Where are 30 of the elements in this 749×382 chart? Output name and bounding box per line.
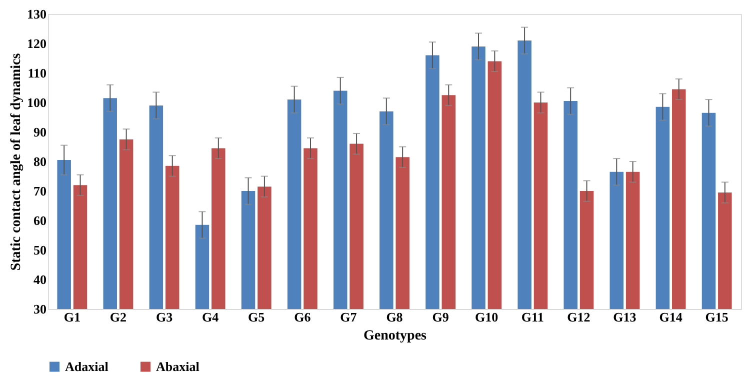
- x-tick-label: G15: [705, 310, 729, 324]
- x-tick-label: G6: [294, 310, 312, 324]
- y-tick-label: 40: [34, 272, 46, 287]
- y-axis-title: Static contact angle of leaf dynamics: [9, 52, 24, 271]
- x-tick-label: G5: [248, 310, 266, 324]
- x-tick-label: G10: [475, 310, 498, 324]
- x-tick-label: G11: [521, 310, 544, 324]
- y-tick-label: 120: [27, 36, 46, 51]
- y-tick-label: 110: [28, 66, 46, 80]
- legend-label: Adaxial: [65, 358, 109, 374]
- y-tick-label: 100: [27, 95, 46, 110]
- y-tick-label: 90: [34, 124, 46, 140]
- x-tick-label: G7: [340, 310, 358, 324]
- x-tick-label: G13: [613, 310, 637, 324]
- x-tick-label: G9: [432, 310, 450, 324]
- y-tick-label: 60: [34, 213, 46, 228]
- x-tick-label: G3: [156, 310, 174, 324]
- x-axis-title: Genotypes: [364, 328, 428, 344]
- y-tick-label: 30: [34, 302, 46, 316]
- x-tick-label: G1: [64, 310, 80, 324]
- y-tick-label: 130: [27, 6, 46, 22]
- x-tick-label: G12: [567, 310, 590, 324]
- x-tick-label: G4: [202, 310, 220, 324]
- y-tick-label: 80: [34, 154, 46, 169]
- x-tick-label: G8: [386, 310, 404, 324]
- y-tick-label: 70: [34, 184, 46, 198]
- x-tick-label: G2: [110, 310, 127, 324]
- y-tick-label: 50: [34, 242, 46, 258]
- x-tick-label: G14: [659, 310, 683, 324]
- legend-label: Abaxial: [156, 358, 200, 374]
